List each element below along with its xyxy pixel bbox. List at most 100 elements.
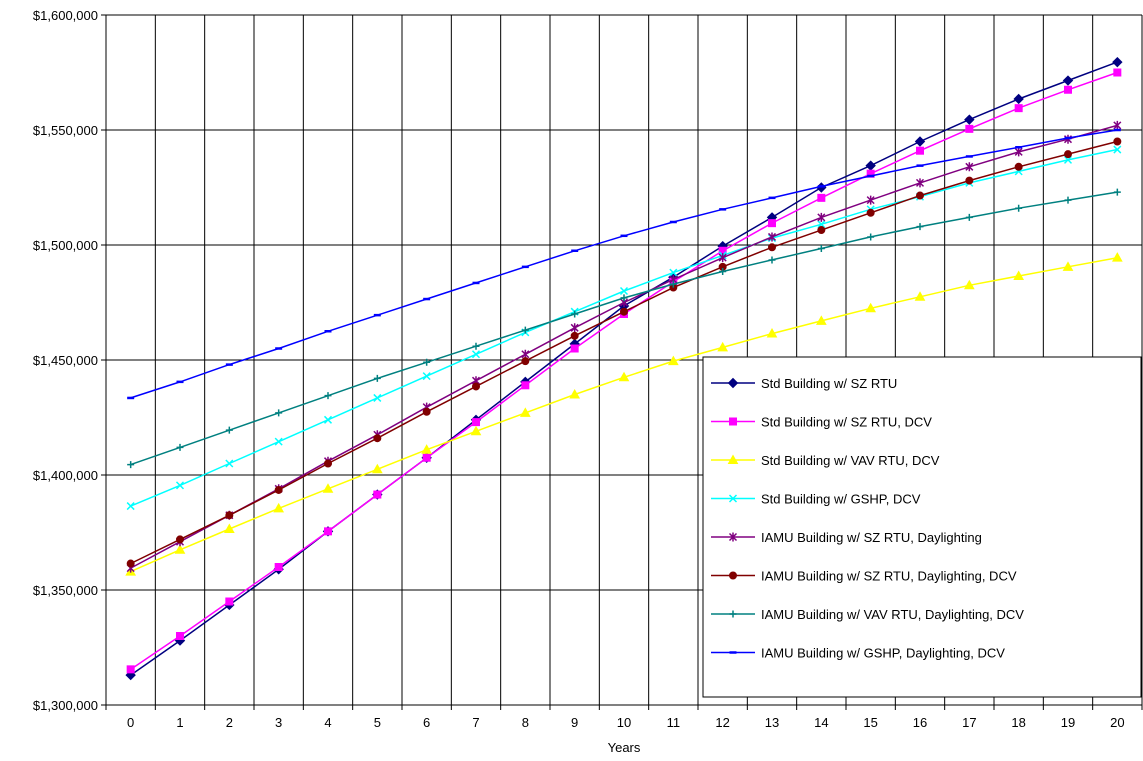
data-point [865, 160, 876, 171]
data-point [669, 268, 678, 277]
data-point [225, 426, 233, 434]
y-tick-label: $1,550,000 [33, 123, 98, 138]
x-tick-label: 0 [127, 715, 134, 730]
data-point [373, 393, 382, 402]
legend-box [702, 356, 1142, 698]
data-point [963, 279, 975, 290]
data-point [225, 597, 234, 606]
data-point [817, 220, 826, 229]
data-point [619, 286, 629, 296]
data-point [373, 434, 382, 443]
x-tick-label: 4 [324, 715, 331, 730]
data-point [914, 136, 926, 147]
data-point [620, 307, 628, 316]
data-point [1113, 145, 1122, 154]
data-point [965, 213, 973, 221]
data-point [719, 267, 727, 275]
data-point [126, 559, 135, 568]
data-point [727, 454, 739, 464]
data-point [1014, 147, 1023, 157]
data-point [1014, 104, 1023, 113]
data-point [768, 243, 776, 252]
data-point [618, 371, 630, 382]
data-point [1064, 196, 1072, 204]
data-point [729, 417, 737, 426]
data-point [225, 459, 234, 468]
data-point [472, 382, 480, 391]
data-point [964, 114, 975, 125]
data-point [718, 253, 727, 263]
data-point [521, 326, 529, 334]
data-point [422, 372, 431, 381]
data-point [570, 344, 579, 353]
data-point [174, 544, 186, 554]
data-point [371, 463, 383, 474]
series-3 [125, 252, 1123, 576]
data-point [1062, 261, 1074, 271]
x-tick-label: 8 [522, 715, 529, 730]
legend: Std Building w/ SZ RTU Std Building w/ SZ… [702, 356, 1142, 698]
data-point [916, 223, 924, 231]
data-point [728, 494, 738, 503]
series-layer [125, 56, 1123, 681]
data-point [717, 341, 729, 352]
x-tick-label: 6 [423, 715, 430, 730]
legend-label: Std Building w/ GSHP, DCV [761, 492, 921, 507]
data-point [727, 377, 739, 389]
data-point [1111, 252, 1123, 262]
data-point [1064, 85, 1072, 94]
x-tick-label: 13 [765, 715, 779, 730]
data-point [274, 485, 283, 494]
legend-label: Std Building w/ SZ RTU [761, 376, 897, 391]
x-tick-label: 9 [571, 715, 578, 730]
data-point [175, 481, 185, 490]
x-tick-label: 7 [472, 715, 479, 730]
data-point [914, 291, 926, 301]
data-point [817, 226, 826, 235]
x-axis-label: Years [608, 740, 641, 755]
data-point [815, 315, 827, 325]
data-point [1113, 188, 1121, 196]
data-point [373, 374, 381, 382]
y-tick-label: $1,300,000 [33, 698, 98, 713]
y-axis: $1,300,000 $1,350,000 $1,400,000 $1,450,000… [33, 8, 98, 713]
data-point [768, 256, 776, 264]
x-axis: 0 1 2 3 4 5 6 7 8 9 10 11 12 13 14 15 16 17 18 19 20 [127, 715, 1125, 730]
data-point [126, 502, 135, 511]
legend-entry: IAMU Building w/ SZ RTU, Daylighting, DC… [711, 569, 1017, 584]
x-tick-label: 16 [913, 715, 927, 730]
data-point [570, 331, 579, 340]
data-point [916, 146, 924, 155]
data-point [1113, 68, 1122, 77]
data-point [867, 233, 875, 241]
data-point [324, 527, 332, 536]
x-tick-label: 1 [176, 715, 183, 730]
x-tick-label: 17 [962, 715, 976, 730]
data-point [817, 244, 825, 252]
data-point [916, 191, 924, 200]
legend-label: IAMU Building w/ SZ RTU, Daylighting, DC… [761, 569, 1017, 584]
data-point [1064, 150, 1072, 159]
data-point [767, 232, 777, 242]
data-point [669, 280, 677, 288]
data-point [521, 381, 530, 390]
data-point [223, 523, 235, 534]
data-point [472, 342, 480, 350]
x-tick-label: 19 [1061, 715, 1075, 730]
data-point [729, 610, 737, 618]
data-point [865, 302, 877, 313]
data-point [1112, 56, 1123, 68]
data-point [324, 459, 332, 468]
data-point [423, 358, 431, 366]
data-point [519, 407, 531, 417]
data-point [274, 437, 283, 446]
data-point [570, 323, 579, 333]
data-point [569, 388, 581, 399]
data-point [1113, 120, 1122, 130]
data-point [1014, 162, 1023, 171]
x-tick-label: 15 [863, 715, 877, 730]
legend-entry: IAMU Building w/ VAV RTU, Daylighting, D… [711, 607, 1024, 622]
data-point [729, 571, 737, 580]
data-point [176, 535, 184, 544]
